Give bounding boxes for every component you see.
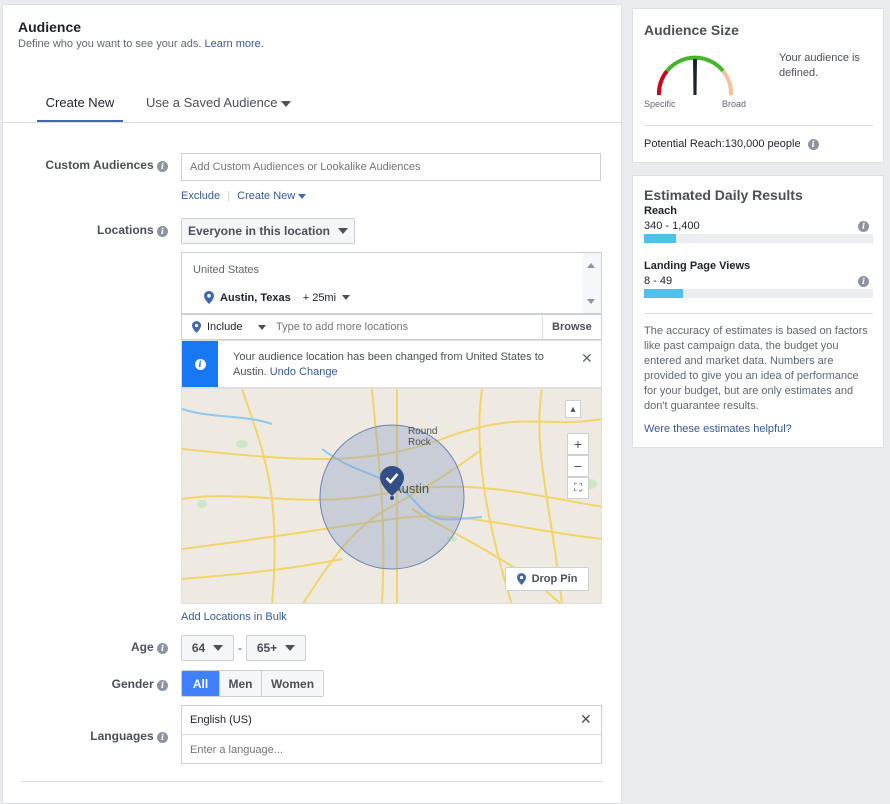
gender-women-button[interactable]: Women (261, 671, 323, 696)
location-search-row: Include Browse (181, 314, 602, 340)
notice-icon-box: i (182, 341, 218, 387)
audience-size-card: Audience Size Specific Broad Your audien… (632, 8, 884, 163)
lpv-label: Landing Page Views (644, 260, 751, 272)
info-icon[interactable]: i (157, 226, 168, 237)
fit-screen-icon[interactable]: ⛶ (567, 477, 589, 499)
languages-box: English (US) ✕ (181, 705, 602, 764)
reach-bar-fill (644, 234, 677, 243)
divider (644, 313, 873, 314)
estimates-disclaimer: The accuracy of estimates is based on fa… (644, 325, 868, 412)
location-notice: i Your audience location has been change… (181, 340, 602, 388)
divider (542, 315, 543, 339)
gauge-specific-label: Specific (644, 99, 676, 109)
chevron-down-icon[interactable] (342, 295, 351, 300)
lpv-bar-fill (644, 289, 683, 298)
info-icon[interactable]: i (807, 139, 819, 150)
custom-audiences-label: Custom Audiences i (13, 158, 168, 172)
tab-divider (3, 122, 621, 123)
browse-button[interactable]: Browse (552, 321, 592, 333)
chevron-down-icon (258, 324, 267, 330)
chevron-down-icon (281, 100, 292, 107)
exclude-link[interactable]: Exclude (181, 190, 221, 202)
info-icon[interactable]: i (858, 276, 869, 287)
location-city: Austin, Texas (220, 291, 291, 304)
notice-text: Your audience location has been changed … (233, 351, 544, 378)
gender-all-button[interactable]: All (182, 671, 219, 696)
audience-title: Audience (18, 19, 82, 35)
chevron-down-icon (213, 645, 224, 651)
section-divider (21, 781, 603, 782)
location-pin-icon (516, 573, 526, 585)
custom-audience-actions: Exclude | Create New (181, 190, 307, 202)
audience-size-title: Audience Size (644, 22, 739, 38)
selected-locations-box: United States Austin, Texas + 25mi (181, 252, 602, 314)
add-locations-bulk-link[interactable]: Add Locations in Bulk (181, 611, 287, 623)
tab-saved-audience[interactable]: Use a Saved Audience (146, 95, 292, 110)
chevron-down-icon (298, 193, 307, 199)
locations-label: Locations i (13, 223, 168, 237)
location-search-input[interactable] (274, 318, 534, 336)
zoom-in-icon[interactable]: + (567, 433, 589, 455)
gauge-broad-label: Broad (722, 99, 747, 109)
map-pin-icon[interactable] (380, 466, 404, 500)
location-tag[interactable]: Austin, Texas + 25mi (204, 291, 351, 304)
location-map[interactable]: Round Rock Austin ▴ + − ⛶ Drop Pin (181, 388, 602, 604)
map-label-austin: Austin (393, 481, 430, 496)
info-icon[interactable]: i (858, 221, 869, 232)
include-dropdown[interactable]: Include (192, 321, 267, 333)
reach-label: Reach (644, 205, 678, 217)
estimates-helpful-link[interactable]: Were these estimates helpful? (644, 423, 792, 435)
scroll-up-icon[interactable] (587, 263, 595, 268)
separator: | (227, 190, 231, 202)
location-pin-icon (204, 291, 214, 304)
age-max-dropdown[interactable]: 65+ (246, 635, 306, 661)
reach-value: 340 - 1,400 (644, 220, 700, 232)
gender-label: Gender i (13, 677, 168, 691)
age-separator: - (238, 641, 242, 655)
gender-segmented-control: All Men Women (181, 670, 324, 697)
country-label: United States (193, 264, 260, 276)
chevron-down-icon (338, 228, 349, 234)
languages-label: Languages i (13, 729, 168, 743)
audience-panel: Audience Define who you want to see your… (2, 4, 622, 804)
lpv-bar (644, 289, 873, 298)
estimated-results-title: Estimated Daily Results (644, 187, 803, 203)
audience-gauge-icon (656, 55, 734, 96)
map-label-round-rock: Round Rock (408, 426, 438, 448)
info-icon: i (194, 358, 206, 370)
divider (182, 734, 601, 735)
potential-reach: Potential Reach:130,000 people i (644, 138, 819, 150)
tab-create-new[interactable]: Create New (37, 85, 123, 122)
location-type-dropdown[interactable]: Everyone in this location (181, 218, 355, 244)
radius-value[interactable]: + 25mi (302, 291, 337, 304)
create-new-link[interactable]: Create New (237, 190, 307, 202)
info-icon[interactable]: i (157, 643, 168, 654)
lpv-value: 8 - 49 (644, 275, 673, 287)
audience-subtitle: Define who you want to see your ads. Lea… (18, 38, 264, 50)
chevron-down-icon (285, 645, 296, 651)
zoom-out-icon[interactable]: − (567, 455, 589, 477)
undo-change-link[interactable]: Undo Change (269, 366, 338, 378)
age-min-dropdown[interactable]: 64 (181, 635, 234, 661)
map-collapse-icon[interactable]: ▴ (565, 400, 581, 418)
scroll-down-icon[interactable] (587, 299, 595, 304)
drop-pin-button[interactable]: Drop Pin (505, 567, 589, 591)
age-label: Age i (13, 640, 168, 654)
custom-audiences-input[interactable] (181, 153, 601, 181)
scrollbar[interactable] (582, 253, 601, 313)
close-icon[interactable]: ✕ (581, 350, 593, 366)
info-icon[interactable]: i (157, 161, 168, 172)
info-icon[interactable]: i (157, 732, 168, 743)
remove-language-icon[interactable]: ✕ (580, 711, 592, 727)
info-icon[interactable]: i (157, 680, 168, 691)
divider (644, 125, 873, 126)
audience-status-text: Your audience is defined. (779, 52, 860, 79)
estimated-results-card: Estimated Daily Results Reach 340 - 1,40… (632, 175, 884, 448)
language-tag: English (US) (190, 714, 252, 726)
gender-men-button[interactable]: Men (219, 671, 261, 696)
reach-bar (644, 234, 873, 243)
language-input[interactable] (188, 741, 588, 759)
location-pin-icon (192, 321, 201, 333)
learn-more-link[interactable]: Learn more. (204, 38, 264, 50)
